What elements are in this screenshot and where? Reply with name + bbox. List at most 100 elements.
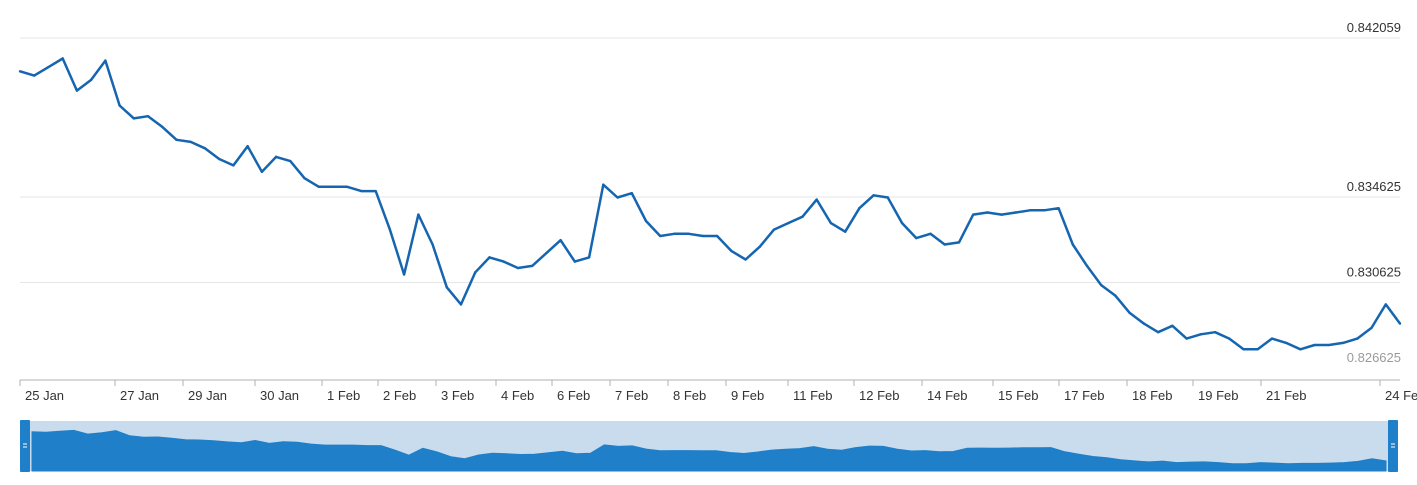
x-tick-label: 14 Feb [927, 388, 967, 403]
data-point [474, 271, 477, 274]
data-point [1228, 337, 1231, 340]
x-axis [19, 379, 1400, 386]
data-point [417, 213, 420, 216]
x-tick-label: 21 Feb [1266, 388, 1306, 403]
data-point [18, 70, 22, 73]
data-point [687, 232, 690, 236]
data-point [900, 221, 904, 225]
data-point [843, 230, 847, 233]
data-point [1327, 343, 1331, 347]
data-point [1270, 337, 1274, 340]
y-tick-label: 0.830625 [1347, 264, 1401, 279]
data-point [445, 286, 449, 289]
data-point [146, 115, 150, 118]
data-point [1014, 211, 1018, 214]
data-point [957, 241, 961, 244]
x-tick-label: 15 Feb [998, 388, 1038, 403]
x-tick-label: 30 Jan [260, 388, 299, 403]
data-point [829, 221, 833, 225]
data-point [175, 138, 178, 141]
data-point [431, 243, 434, 246]
data-point [232, 164, 235, 167]
data-point [858, 206, 861, 210]
x-tick-label: 3 Feb [441, 388, 474, 403]
x-tick-label: 25 Jan [25, 388, 64, 403]
data-point [1384, 303, 1387, 306]
data-point [1199, 333, 1203, 336]
data-point [459, 303, 463, 306]
data-point [1299, 348, 1302, 351]
data-point [573, 260, 577, 263]
data-point [801, 215, 804, 218]
x-tick-label: 19 Feb [1198, 388, 1238, 403]
data-point [289, 159, 292, 163]
data-point [1398, 322, 1402, 325]
data-point [388, 228, 392, 231]
data-point [1284, 341, 1288, 345]
navigator[interactable] [20, 420, 1398, 472]
x-tick-label: 2 Feb [383, 388, 416, 403]
data-point [986, 211, 989, 214]
navigator-handle-left[interactable] [20, 420, 30, 472]
data-point [89, 78, 93, 82]
data-point [872, 194, 875, 197]
data-point [118, 104, 121, 107]
x-tick-label: 18 Feb [1132, 388, 1172, 403]
data-point [545, 251, 548, 255]
data-point [644, 219, 648, 223]
data-point [787, 221, 790, 225]
data-point [360, 189, 363, 193]
data-point [1142, 322, 1146, 325]
x-tick-label: 6 Feb [557, 388, 590, 403]
data-point [104, 59, 107, 62]
y-tick-label: 0.842059 [1347, 20, 1401, 35]
data-point [1313, 343, 1316, 347]
data-point [587, 256, 591, 259]
data-point [1242, 348, 1245, 351]
data-point [331, 185, 335, 188]
data-point [161, 125, 164, 129]
data-point [815, 198, 818, 201]
series-line [19, 57, 1402, 351]
x-tick-label: 9 Feb [731, 388, 764, 403]
data-point [189, 140, 192, 144]
price-series [18, 57, 1402, 351]
data-point [701, 234, 705, 238]
x-tick-label: 27 Jan [120, 388, 159, 403]
data-point [1370, 326, 1373, 330]
data-point [1100, 283, 1103, 287]
data-point [616, 196, 619, 199]
data-point [1071, 243, 1074, 246]
data-point [303, 177, 306, 180]
data-point [730, 249, 733, 253]
data-point [246, 144, 249, 148]
data-point [886, 196, 890, 199]
data-point [217, 157, 221, 161]
y-tick-label: 0.834625 [1347, 179, 1401, 194]
data-point [673, 232, 676, 236]
navigator-area [31, 429, 1387, 472]
y-axis-labels: 0.842059 0.834625 0.830625 0.826625 [1347, 20, 1401, 365]
data-point [1213, 330, 1217, 334]
data-point [33, 74, 36, 77]
x-tick-label: 4 Feb [501, 388, 534, 403]
data-point [47, 65, 50, 69]
navigator-handle-right[interactable] [1388, 420, 1398, 472]
data-point [1156, 330, 1160, 334]
data-point [1000, 213, 1003, 216]
data-point [630, 192, 633, 195]
data-point [75, 89, 79, 92]
y-tick-label: 0.826625 [1347, 350, 1401, 365]
data-point [772, 228, 776, 231]
data-point [61, 57, 64, 60]
data-point [559, 239, 562, 242]
x-tick-label: 8 Feb [673, 388, 706, 403]
data-point [516, 266, 520, 270]
x-tick-label: 12 Feb [859, 388, 899, 403]
x-tick-label: 17 Feb [1064, 388, 1104, 403]
data-point [659, 234, 662, 238]
x-tick-label: 11 Feb [793, 388, 833, 403]
x-tick-label: 29 Jan [188, 388, 227, 403]
